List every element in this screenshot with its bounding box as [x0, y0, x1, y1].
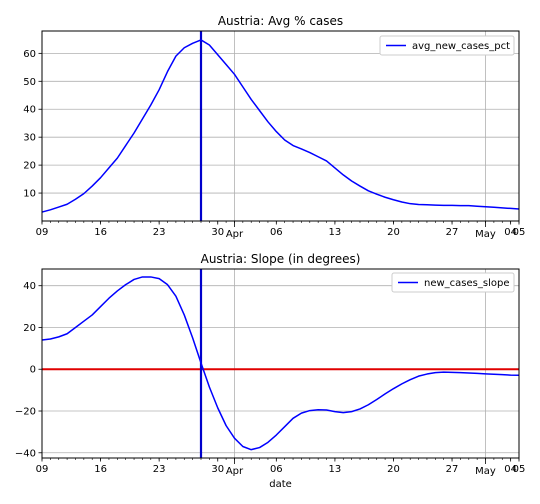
legend-box [391, 272, 515, 293]
y-tick-label: 40 [23, 105, 36, 116]
chart-slope: Austria: Slope (in degrees) −40 −20 0 20 40 0… [15, 252, 525, 490]
y-tick-label: −20 [15, 407, 36, 418]
x-major-tick-label: May [475, 229, 496, 240]
x-tick-label: 23 [153, 464, 166, 475]
y-tick-label: 20 [23, 161, 36, 172]
y-tick-label: 50 [23, 77, 36, 88]
legend-label: new_cases_slope [424, 278, 509, 289]
x-tick-label: 30 [211, 227, 224, 238]
x-major-tick-label: May [475, 466, 496, 477]
x-tick-label: 20 [387, 227, 400, 238]
x-major-tick-label: Apr [226, 229, 244, 240]
x-tick-label: 23 [153, 227, 166, 238]
x-tick-label: 13 [329, 464, 342, 475]
x-tick-label: 06 [270, 227, 283, 238]
chart-title: Austria: Avg % cases [218, 14, 343, 28]
x-tick-label: 13 [329, 227, 342, 238]
y-tick-label: −40 [15, 448, 36, 459]
x-axis-label: date [269, 479, 292, 490]
x-tick-label: 16 [94, 464, 107, 475]
x-tick-label: 27 [446, 227, 459, 238]
y-tick-label: 10 [23, 189, 36, 200]
chart-avg-cases: Austria: Avg % cases 10 20 30 40 50 60 09 16 23 3… [23, 14, 525, 240]
x-tick-label: 05 [513, 227, 526, 238]
series-line-avg_new_cases_pct [41, 39, 520, 213]
y-tick-label: 20 [23, 323, 36, 334]
x-tick-label: 20 [387, 464, 400, 475]
y-tick-label: 0 [30, 365, 36, 376]
legend: avg_new_cases_pct [379, 35, 515, 56]
series-line-new_cases_slope [41, 276, 520, 451]
x-tick-label: 09 [36, 464, 49, 475]
x-tick-label: 27 [446, 464, 459, 475]
legend-label: avg_new_cases_pct [412, 41, 510, 52]
plot-frame [41, 30, 520, 222]
x-tick-label: 09 [36, 227, 49, 238]
x-tick-label: 06 [270, 464, 283, 475]
x-tick-label: 16 [94, 227, 107, 238]
legend: new_cases_slope [391, 272, 515, 293]
x-tick-label: 04 [504, 227, 517, 238]
x-major-tick-label: Apr [226, 466, 244, 477]
y-tick-label: 40 [23, 281, 36, 292]
legend-box [379, 35, 515, 56]
y-tick-label: 60 [23, 49, 36, 60]
x-tick-label: 05 [513, 464, 526, 475]
x-tick-label: 30 [211, 464, 224, 475]
chart-title: Austria: Slope (in degrees) [201, 252, 361, 266]
y-tick-label: 30 [23, 133, 36, 144]
x-tick-label: 04 [504, 464, 517, 475]
plot-frame [41, 268, 520, 459]
